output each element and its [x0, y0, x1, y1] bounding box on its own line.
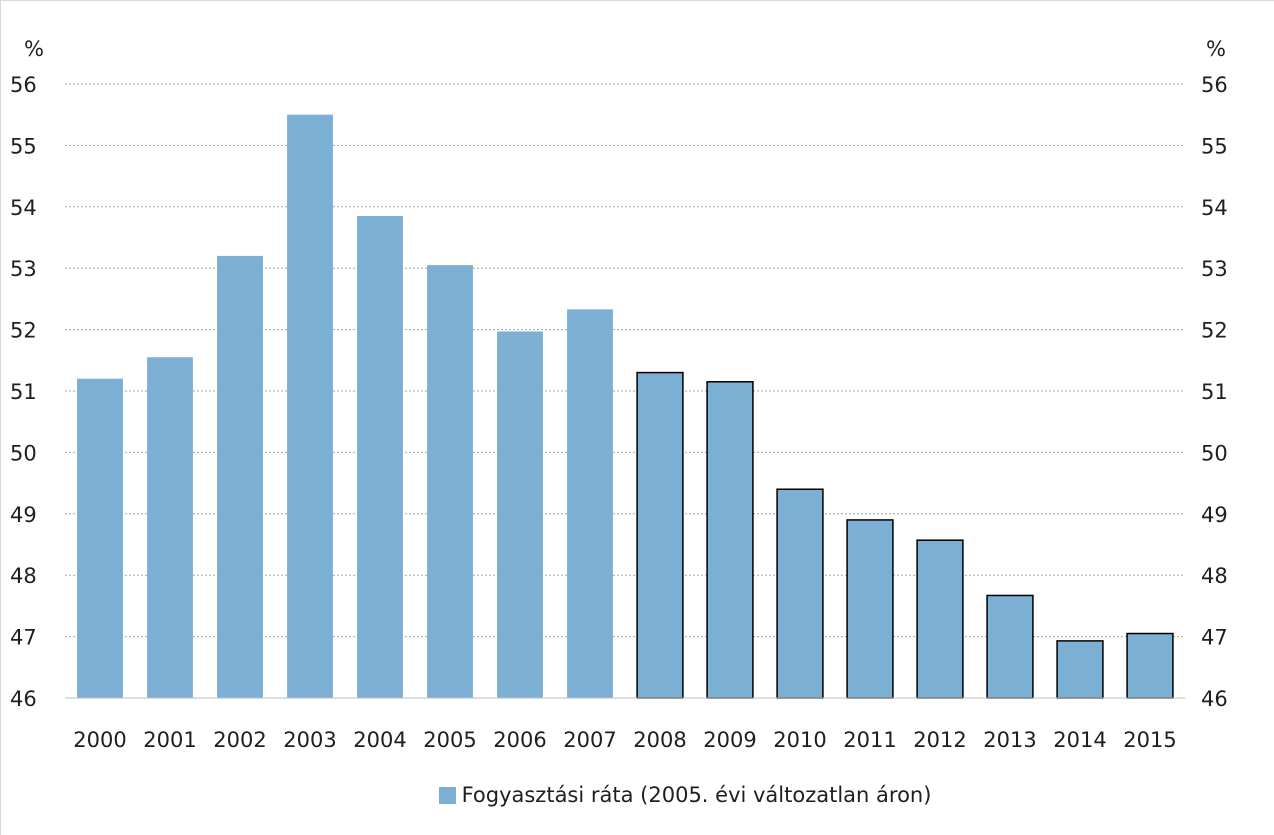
axes: 46 46 47 47 48 48 49 49 50 50 51 51 52 52 53 53 54 54 55 55…	[10, 73, 1228, 752]
y-tick-label-right: 48	[1201, 564, 1228, 588]
x-tick-label: 2015	[1123, 728, 1176, 752]
x-tick-label: 2006	[493, 728, 546, 752]
legend: Fogyasztási ráta (2005. évi változatlan …	[0, 783, 1274, 807]
bar-2010	[776, 488, 824, 699]
bar-2004	[357, 216, 403, 698]
legend-swatch	[438, 786, 456, 804]
y-tick-label-right: 56	[1201, 73, 1228, 97]
y-tick-label-left: 53	[10, 257, 37, 281]
y-tick-label-left: 46	[10, 687, 37, 711]
y-tick-label-left: 48	[10, 564, 37, 588]
y-tick-label-right: 46	[1201, 687, 1228, 711]
bar-2001	[147, 357, 193, 698]
x-tick-label: 2011	[843, 728, 896, 752]
bar-2003	[287, 114, 333, 698]
y-tick-label-right: 51	[1201, 380, 1228, 404]
y-tick-label-right: 50	[1201, 441, 1228, 465]
bars	[77, 114, 1174, 699]
x-tick-label: 2012	[913, 728, 966, 752]
y-tick-label-right: 55	[1201, 134, 1228, 158]
x-tick-label: 2014	[1053, 728, 1106, 752]
bar-2005	[427, 265, 473, 698]
legend-label: Fogyasztási ráta (2005. évi változatlan …	[461, 783, 932, 807]
y-tick-label-left: 55	[10, 134, 37, 158]
x-tick-label: 2009	[703, 728, 756, 752]
bar-2006	[497, 331, 543, 698]
bar-2011	[846, 519, 894, 699]
y-tick-label-right: 54	[1201, 196, 1228, 220]
y-tick-label-left: 51	[10, 380, 37, 404]
x-tick-label: 2010	[773, 728, 826, 752]
bar-2007	[567, 309, 613, 698]
x-tick-label: 2001	[143, 728, 196, 752]
y-tick-label-right: 52	[1201, 319, 1228, 343]
x-tick-label: 2000	[73, 728, 126, 752]
y-tick-label-left: 56	[10, 73, 37, 97]
x-tick-label: 2003	[283, 728, 336, 752]
x-tick-label: 2005	[423, 728, 476, 752]
y-tick-label-right: 49	[1201, 503, 1228, 527]
y-tick-label-left: 52	[10, 319, 37, 343]
bar-2000	[77, 378, 123, 698]
bar-2013	[986, 594, 1034, 699]
y-tick-label-left: 47	[10, 626, 37, 650]
y-tick-label-right: 53	[1201, 257, 1228, 281]
x-tick-label: 2002	[213, 728, 266, 752]
bar-2015	[1126, 632, 1174, 699]
y-tick-label-left: 54	[10, 196, 37, 220]
bar-2014	[1056, 640, 1104, 699]
bar-2008	[636, 371, 684, 699]
y-tick-label-left: 49	[10, 503, 37, 527]
x-tick-label: 2013	[983, 728, 1036, 752]
y-tick-label-right: 47	[1201, 626, 1228, 650]
x-tick-label: 2008	[633, 728, 686, 752]
bar-2012	[916, 539, 964, 699]
y-tick-label-left: 50	[10, 441, 37, 465]
bar-2009	[706, 381, 754, 699]
left-unit-label: %	[24, 37, 44, 61]
x-tick-label: 2007	[563, 728, 616, 752]
x-tick-label: 2004	[353, 728, 406, 752]
right-unit-label: %	[1206, 37, 1226, 61]
bar-2002	[217, 255, 263, 699]
